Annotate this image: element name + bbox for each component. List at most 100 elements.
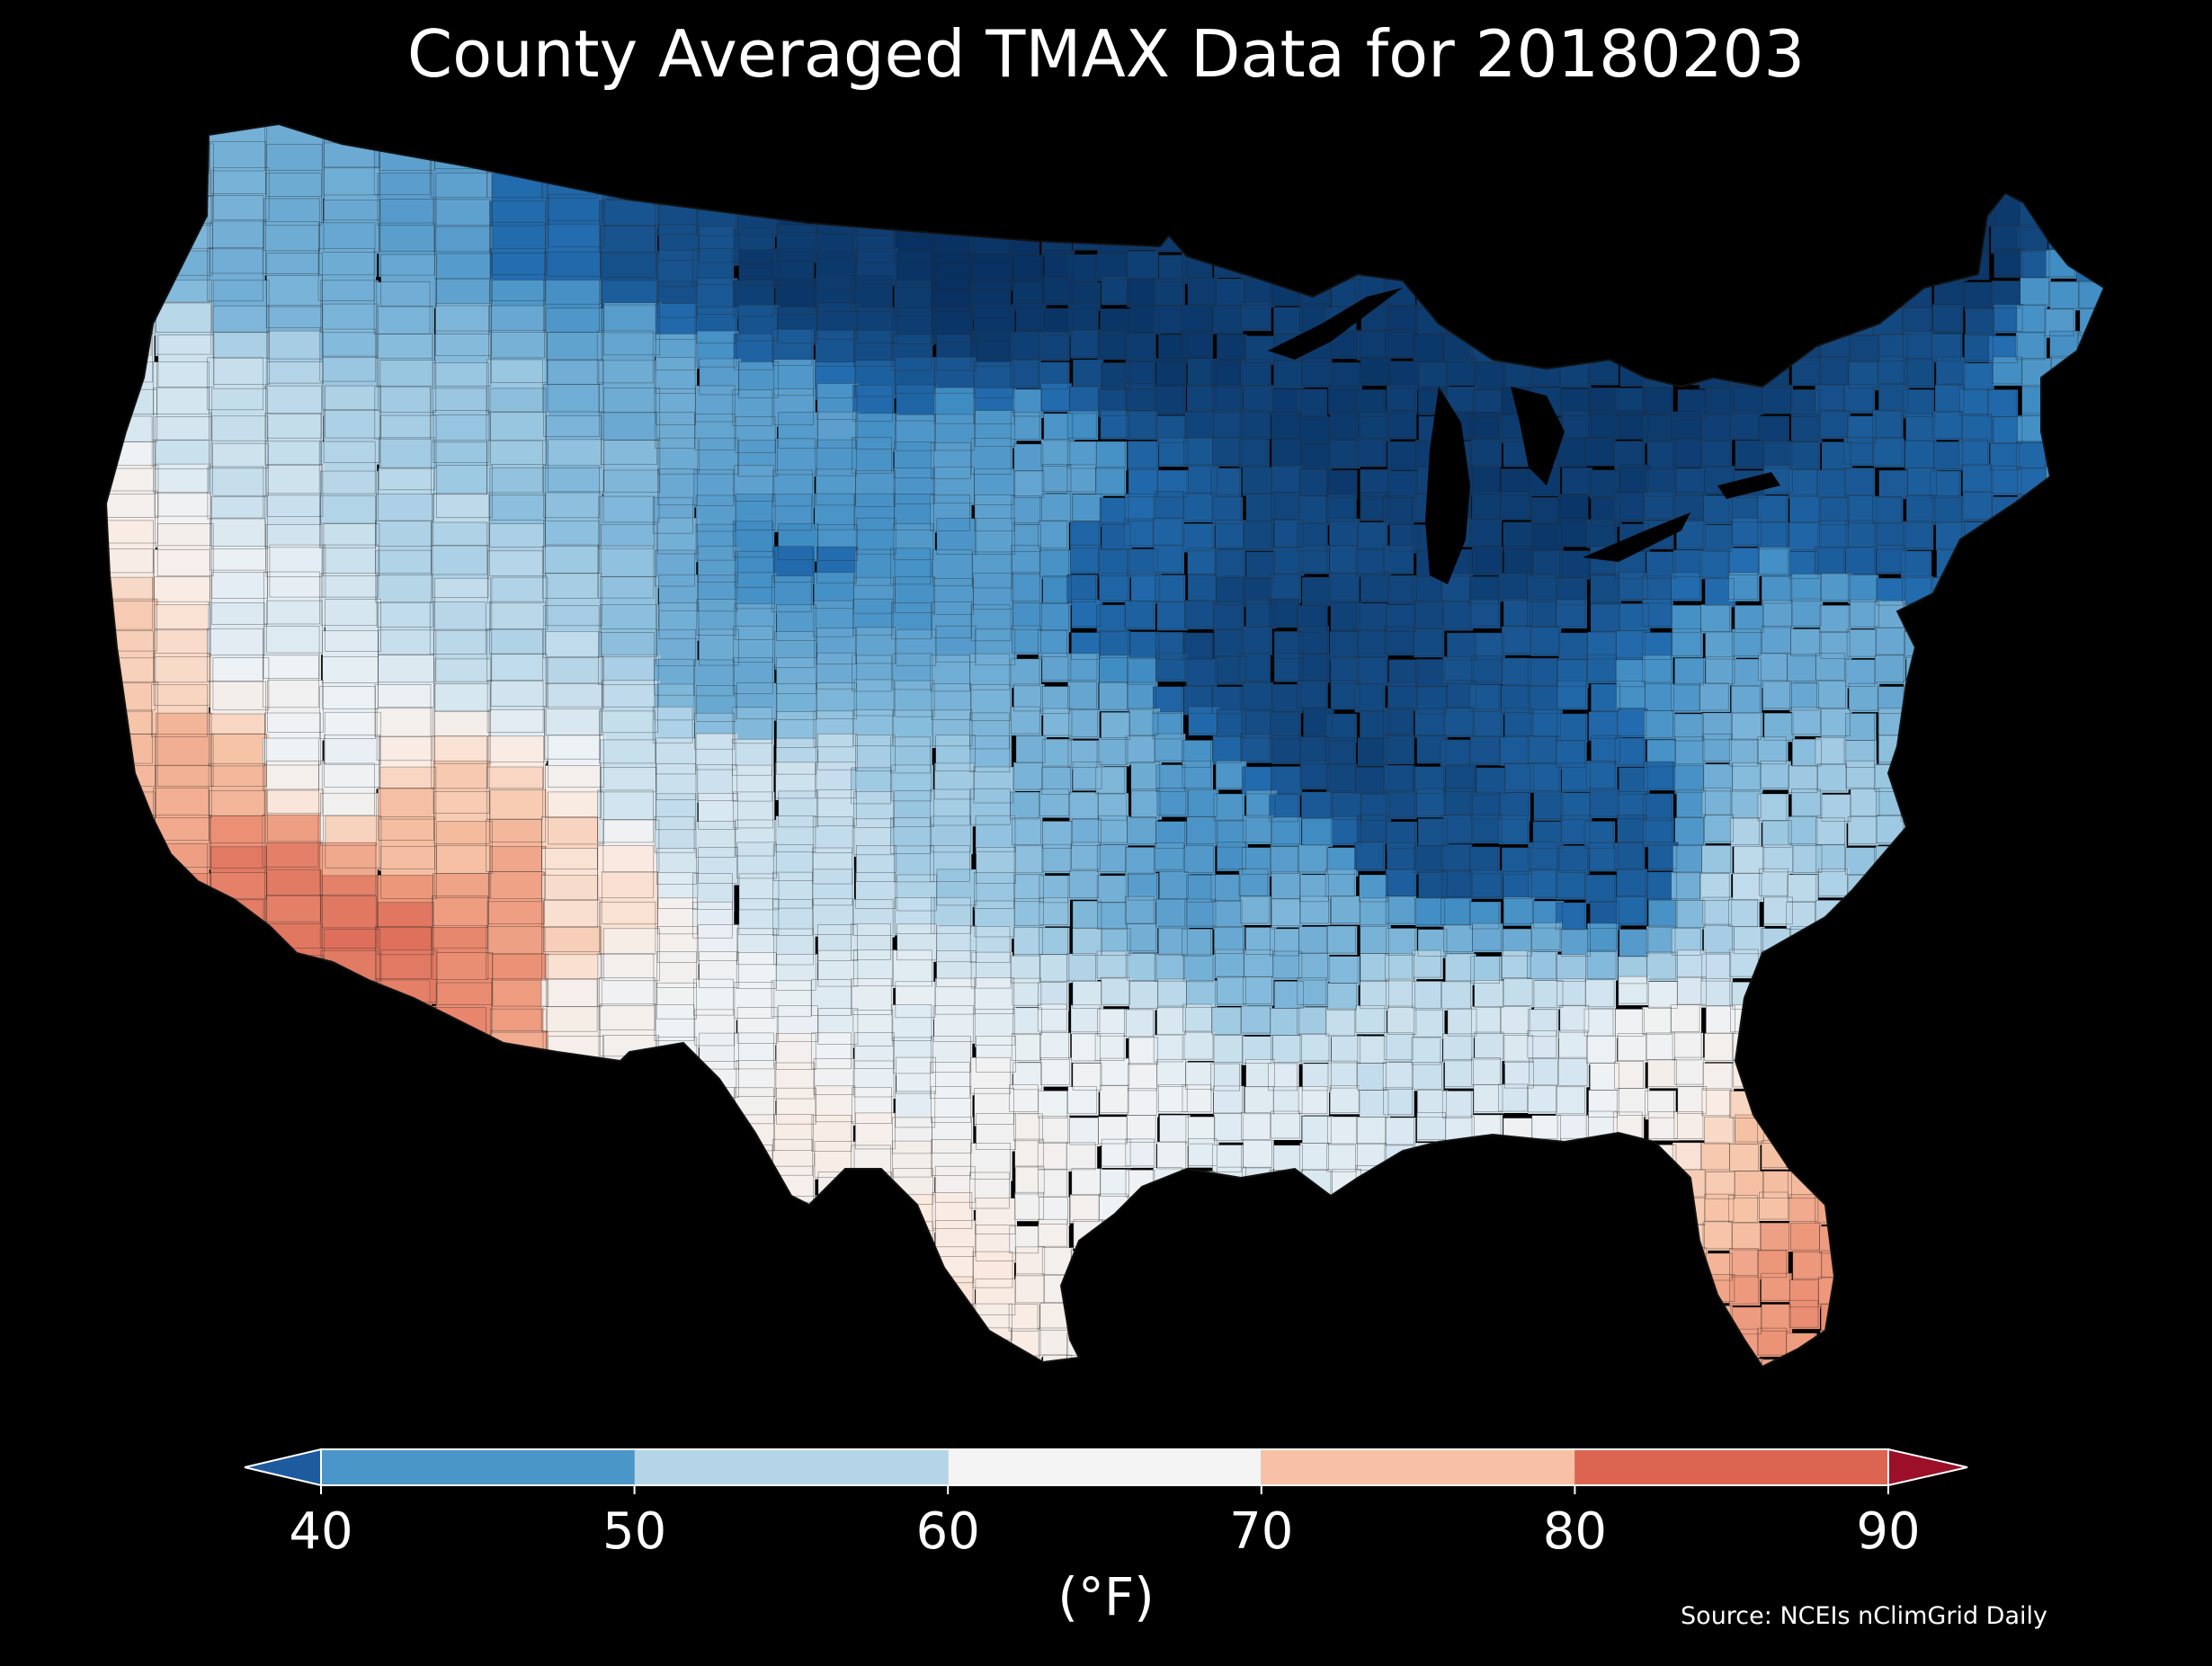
county-border	[1444, 1059, 1474, 1087]
county-border	[1040, 1057, 1070, 1085]
county-border	[1991, 846, 2020, 874]
county-border	[1931, 766, 1961, 795]
county-cell	[2050, 443, 2082, 473]
county-cell	[1787, 224, 1818, 254]
county-cell	[213, 1247, 272, 1302]
county-cell	[1702, 281, 1734, 310]
county-border	[1820, 195, 1851, 223]
county-cell	[154, 1224, 212, 1278]
county-cell	[1993, 1330, 2023, 1359]
county-border	[1360, 491, 1390, 520]
county-cell	[1615, 198, 1646, 227]
county-cell	[106, 1276, 158, 1331]
county-cell	[1760, 1223, 1791, 1252]
county-border	[1040, 382, 1071, 411]
county-border	[1470, 308, 1501, 336]
county-cell	[1441, 844, 1473, 874]
county-cell	[1211, 874, 1242, 904]
county-border	[1591, 683, 1620, 712]
county-cell	[1243, 521, 1274, 551]
county-cell	[1504, 331, 1536, 361]
county-border	[1240, 895, 1270, 924]
county-border	[1965, 601, 1995, 629]
county-cell	[775, 1333, 817, 1367]
county-border	[2078, 225, 2104, 253]
county-cell	[1212, 1331, 1244, 1360]
county-cell	[2103, 548, 2104, 578]
county-cell	[1240, 734, 1271, 763]
county-cell	[1618, 124, 1649, 149]
county-border	[601, 1114, 658, 1168]
county-border	[1355, 1005, 1386, 1033]
county-border	[541, 875, 599, 928]
county-border	[1213, 601, 1243, 630]
county-cell	[1993, 605, 2024, 635]
county-border	[1360, 897, 1389, 926]
county-cell	[1699, 1354, 1731, 1367]
county-cell	[1298, 926, 1330, 956]
county-border	[1786, 902, 1815, 930]
county-border	[1964, 683, 1993, 712]
county-cell	[1383, 765, 1414, 795]
county-border	[656, 951, 697, 988]
county-border	[1530, 278, 1561, 307]
county-cell	[210, 983, 268, 1038]
county-cell	[1354, 1278, 1386, 1308]
county-border	[1965, 307, 1994, 336]
county-border	[1586, 1035, 1616, 1064]
county-border	[2080, 629, 2104, 658]
county-cell	[1416, 788, 1448, 818]
county-border	[1932, 304, 1962, 332]
county-border	[1876, 627, 1905, 655]
county-cell	[106, 251, 159, 306]
county-cell	[1359, 197, 1390, 227]
county-border	[1556, 1086, 1585, 1115]
county-cell	[2021, 387, 2053, 416]
county-cell	[1297, 174, 1328, 203]
county-border	[1992, 983, 2022, 1011]
county-cell	[1471, 519, 1503, 548]
county-border	[106, 520, 154, 574]
county-cell	[1383, 1062, 1414, 1091]
county-border	[2017, 713, 2047, 742]
county-border	[1614, 737, 1645, 766]
county-border	[603, 440, 661, 494]
county-border	[2106, 440, 2135, 467]
county-border	[1298, 926, 1328, 954]
county-cell	[1993, 628, 2025, 657]
county-cell	[855, 735, 897, 773]
county-border	[1301, 358, 1331, 387]
county-cell	[1989, 1010, 2020, 1039]
county-border	[486, 1167, 544, 1221]
county-cell	[1699, 196, 1731, 226]
county-border	[486, 440, 543, 494]
county-border	[1042, 821, 1072, 849]
county-cell	[2107, 845, 2137, 874]
county-border	[1905, 194, 1935, 223]
county-cell	[1298, 1279, 1329, 1309]
county-border	[1878, 384, 1908, 412]
county-cell	[852, 1172, 894, 1210]
county-cell	[1614, 493, 1646, 522]
county-border	[491, 1085, 548, 1138]
county-cell	[1385, 627, 1416, 656]
county-border	[896, 384, 936, 422]
county-cell	[1069, 870, 1101, 900]
county-border	[1618, 976, 1648, 1004]
county-border	[652, 706, 693, 744]
county-border	[2102, 331, 2104, 360]
county-border	[1642, 387, 1672, 415]
county-border	[379, 735, 435, 789]
county-cell	[1069, 386, 1101, 415]
county-border	[1214, 926, 1244, 954]
county-cell	[106, 1196, 155, 1251]
county-cell	[1416, 1225, 1448, 1255]
county-cell	[2022, 1142, 2054, 1172]
county-border	[1217, 976, 1246, 1005]
county-border	[1325, 869, 1355, 897]
county-border	[1929, 630, 1959, 658]
county-border	[936, 518, 977, 556]
county-border	[699, 226, 740, 263]
county-cell	[1443, 924, 1475, 954]
county-cell	[1097, 951, 1128, 980]
